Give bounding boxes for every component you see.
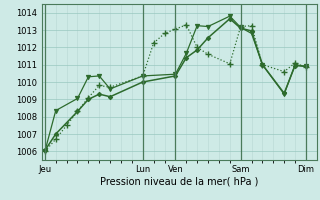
X-axis label: Pression niveau de la mer( hPa ): Pression niveau de la mer( hPa ): [100, 177, 258, 187]
